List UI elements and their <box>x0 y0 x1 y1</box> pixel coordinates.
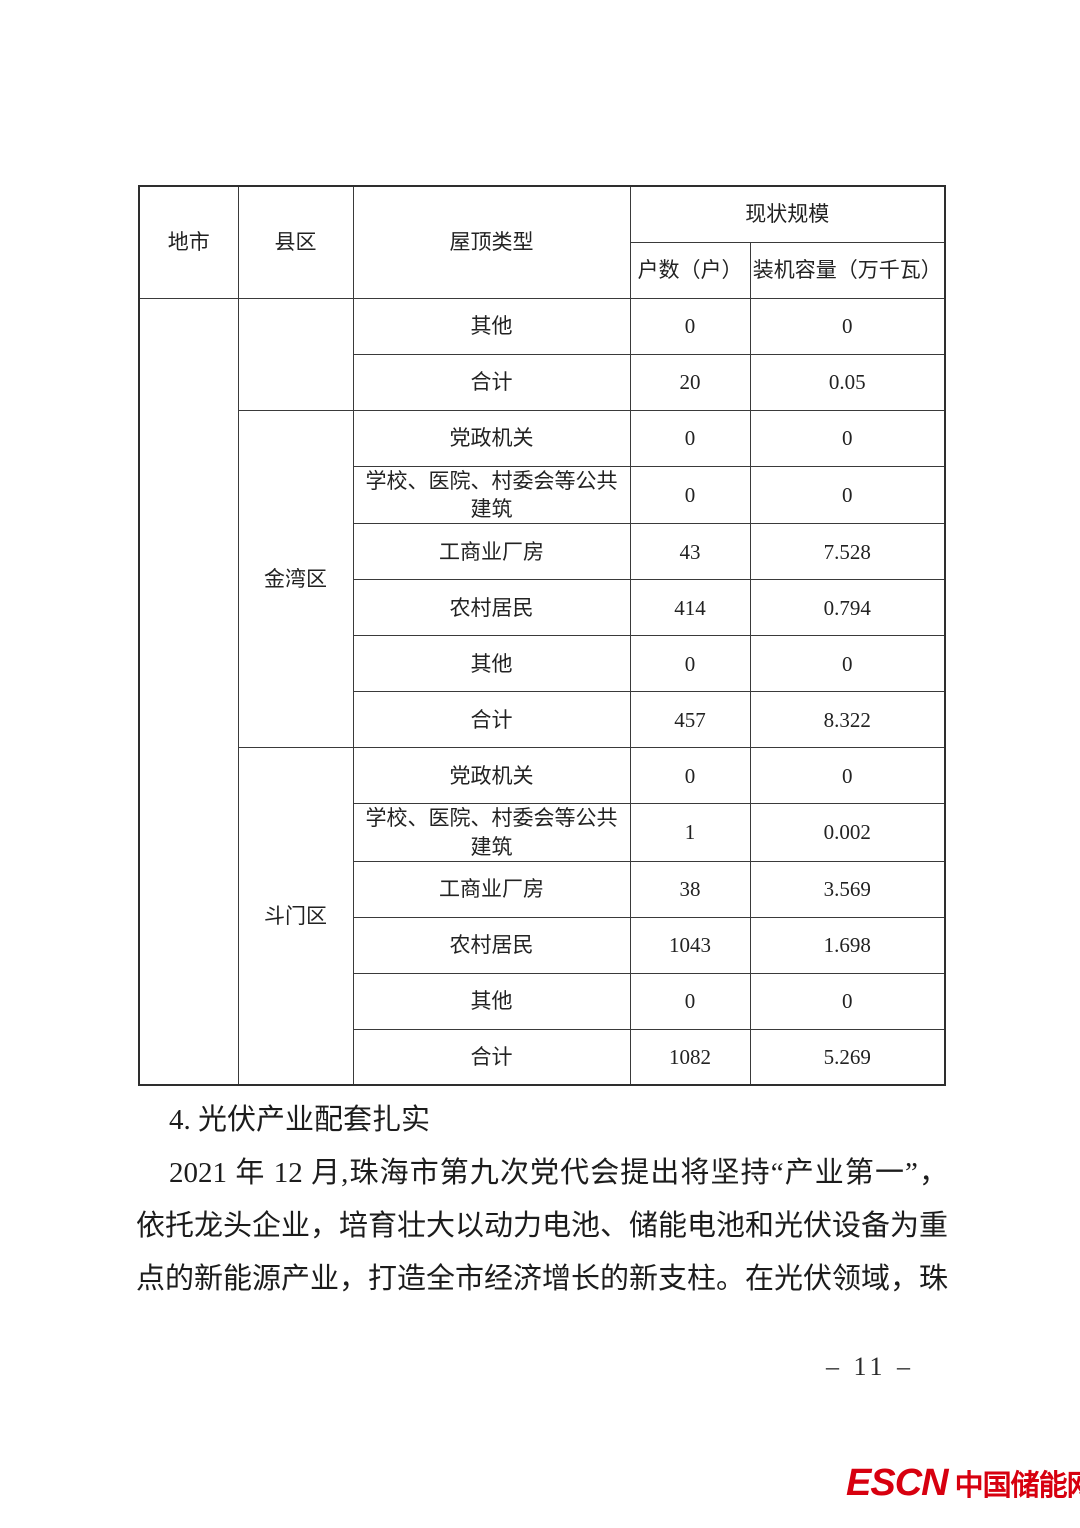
households-cell: 0 <box>629 972 751 1030</box>
roof-type-cell: 工商业厂房 <box>352 523 631 581</box>
table-row: 工商业厂房 43 7.528 <box>139 523 946 581</box>
escn-logo-latin-text: ESCN <box>846 1462 949 1504</box>
table-row: 合计 457 8.322 <box>139 691 946 749</box>
table-row: 工商业厂房 38 3.569 <box>139 860 946 918</box>
header-city: 地市 <box>138 185 239 299</box>
rooftop-pv-table: 地市 县区 屋顶类型 现状规模 户数（户） 装机容量（万千瓦） 其他 0 0 合… <box>138 185 946 1087</box>
capacity-cell: 0.002 <box>749 803 946 862</box>
escn-logo-chinese-text: 中国储能网 <box>954 1470 1080 1502</box>
households-cell: 1043 <box>629 916 751 974</box>
households-cell: 0 <box>629 297 751 355</box>
escn-logo: ESCN 中国储能网 <box>846 1464 1080 1502</box>
roof-type-cell: 学校、医院、村委会等公共建筑 <box>352 465 631 525</box>
table-row: 农村居民 414 0.794 <box>139 579 946 637</box>
page-number: – 11 – <box>825 1352 915 1381</box>
body-paragraph: 2021 年 12 月,珠海市第九次党代会提出将坚持“产业第一”，依托龙头企业，… <box>136 1157 949 1295</box>
households-cell: 0 <box>629 465 751 525</box>
table-row: 其他 0 0 <box>139 635 946 693</box>
table-header-row-1: 地市 县区 屋顶类型 现状规模 <box>138 185 946 299</box>
capacity-cell: 0 <box>749 972 946 1030</box>
capacity-cell: 1.698 <box>749 916 946 974</box>
capacity-cell: 5.269 <box>749 1028 946 1086</box>
table-row: 学校、医院、村委会等公共建筑 0 0 <box>139 465 946 525</box>
roof-type-cell: 工商业厂房 <box>352 860 631 918</box>
capacity-cell: 3.569 <box>749 860 946 918</box>
district-cell-blank <box>237 297 354 411</box>
roof-type-cell: 合计 <box>352 691 631 749</box>
roof-type-cell: 农村居民 <box>352 579 631 637</box>
table-row: 合计 1082 5.269 <box>139 1028 946 1086</box>
capacity-cell: 0 <box>749 297 946 355</box>
section-heading: 4. 光伏产业配套扎实 <box>169 1104 431 1136</box>
capacity-cell: 0.05 <box>749 353 946 411</box>
roof-type-cell: 党政机关 <box>352 747 631 805</box>
header-current-scale: 现状规模 <box>629 185 946 243</box>
roof-type-cell: 党政机关 <box>352 409 631 467</box>
table-row: 金湾区 党政机关 0 0 <box>139 409 946 749</box>
households-cell: 38 <box>629 860 751 918</box>
header-district: 县区 <box>237 185 354 299</box>
district-cell-jinwan: 金湾区 <box>237 409 354 749</box>
roof-type-cell: 其他 <box>352 972 631 1030</box>
header-capacity: 装机容量（万千瓦） <box>749 241 946 299</box>
capacity-cell: 0 <box>749 747 946 805</box>
households-cell: 457 <box>629 691 751 749</box>
roof-type-cell: 其他 <box>352 635 631 693</box>
capacity-cell: 0 <box>749 635 946 693</box>
capacity-cell: 8.322 <box>749 691 946 749</box>
roof-type-cell: 学校、医院、村委会等公共建筑 <box>352 803 631 862</box>
table-row: 学校、医院、村委会等公共建筑 1 0.002 <box>139 803 946 862</box>
households-cell: 0 <box>629 747 751 805</box>
table-row: 其他 0 0 <box>139 972 946 1030</box>
capacity-cell: 0 <box>749 409 946 467</box>
body-content: 4. 光伏产业配套扎实 2021 年 12 月,珠海市第九次党代会提出将坚持“产… <box>136 1094 948 1306</box>
capacity-cell: 0 <box>749 465 946 525</box>
roof-type-cell: 农村居民 <box>352 916 631 974</box>
district-cell-doumen: 斗门区 <box>237 747 354 1086</box>
header-households: 户数（户） <box>629 241 751 299</box>
households-cell: 1 <box>629 803 751 862</box>
capacity-cell: 0.794 <box>749 579 946 637</box>
households-cell: 1082 <box>629 1028 751 1086</box>
roof-type-cell: 合计 <box>352 353 631 411</box>
households-cell: 0 <box>629 635 751 693</box>
roof-type-cell: 其他 <box>352 297 631 355</box>
table-row: 其他 0 0 <box>138 297 946 1086</box>
households-cell: 0 <box>629 409 751 467</box>
households-cell: 20 <box>629 353 751 411</box>
capacity-cell: 7.528 <box>749 523 946 581</box>
header-roof-type: 屋顶类型 <box>352 185 631 299</box>
households-cell: 414 <box>629 579 751 637</box>
table-header-row-2: 户数（户） 装机容量（万千瓦） <box>139 241 946 299</box>
roof-type-cell: 合计 <box>352 1028 631 1086</box>
table-row: 农村居民 1043 1.698 <box>139 916 946 974</box>
households-cell: 43 <box>629 523 751 581</box>
city-cell <box>138 297 239 1086</box>
table-row: 斗门区 党政机关 0 0 <box>139 747 946 1086</box>
